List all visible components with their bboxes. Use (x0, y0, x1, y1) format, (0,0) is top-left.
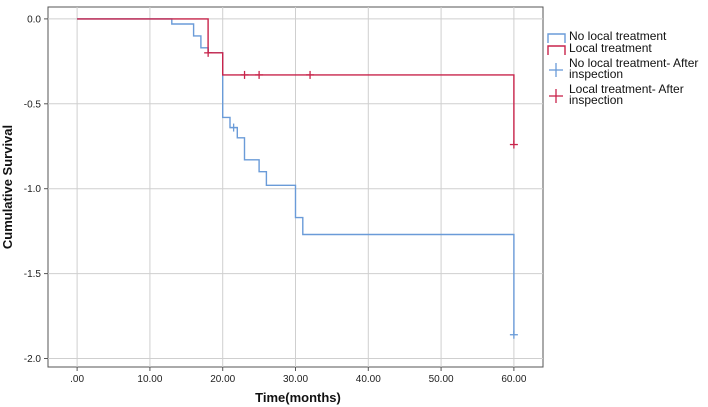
censored-point (306, 70, 315, 79)
y-tick-label: -1.5 (24, 269, 42, 280)
x-tick-label: 10.00 (137, 374, 162, 385)
x-tick-label: 30.00 (283, 374, 308, 385)
legend-label: Local treatment- After (569, 82, 684, 96)
legend-step-symbol (547, 33, 566, 43)
legend-label: No local treatment (569, 29, 667, 43)
y-tick-label: 0.0 (27, 14, 41, 25)
x-tick-label: 20.00 (210, 374, 235, 385)
censored-point (240, 70, 249, 79)
y-tick-label: -2.0 (24, 354, 42, 365)
y-axis-title: Cumulative Survival (0, 125, 15, 249)
survival-line-local-treatment (77, 18, 515, 145)
y-axis-ticks: 0.0 -0.5 -1.0 -1.5 -2.0 (24, 14, 48, 365)
censored-point (509, 140, 518, 149)
x-tick-label: 40.00 (356, 374, 381, 385)
legend-item: No local treatment (547, 29, 667, 43)
censored-point (509, 330, 518, 339)
legend-label: Local treatment (569, 41, 652, 55)
series-group (77, 18, 518, 339)
legend-step-symbol (547, 45, 566, 55)
legend-label: No local treatment- After (569, 56, 698, 70)
legend-cross-symbol (549, 63, 563, 77)
censored-point (229, 123, 238, 132)
x-tick-label: .00 (70, 374, 84, 385)
y-tick-label: -1.0 (24, 184, 42, 195)
x-tick-label: 60.00 (501, 374, 526, 385)
legend-label: inspection (569, 67, 623, 81)
x-tick-label: 50.00 (429, 374, 454, 385)
x-axis-title: Time(months) (255, 390, 341, 405)
legend-cross-symbol (549, 89, 563, 103)
censored-point (204, 48, 213, 57)
legend-label: inspection (569, 93, 623, 107)
y-tick-label: -0.5 (24, 99, 42, 110)
x-axis-ticks: .00 10.00 20.00 30.00 40.00 50.00 60.00 (70, 367, 527, 385)
censored-point (255, 70, 264, 79)
legend-item: Local treatment (547, 41, 652, 55)
